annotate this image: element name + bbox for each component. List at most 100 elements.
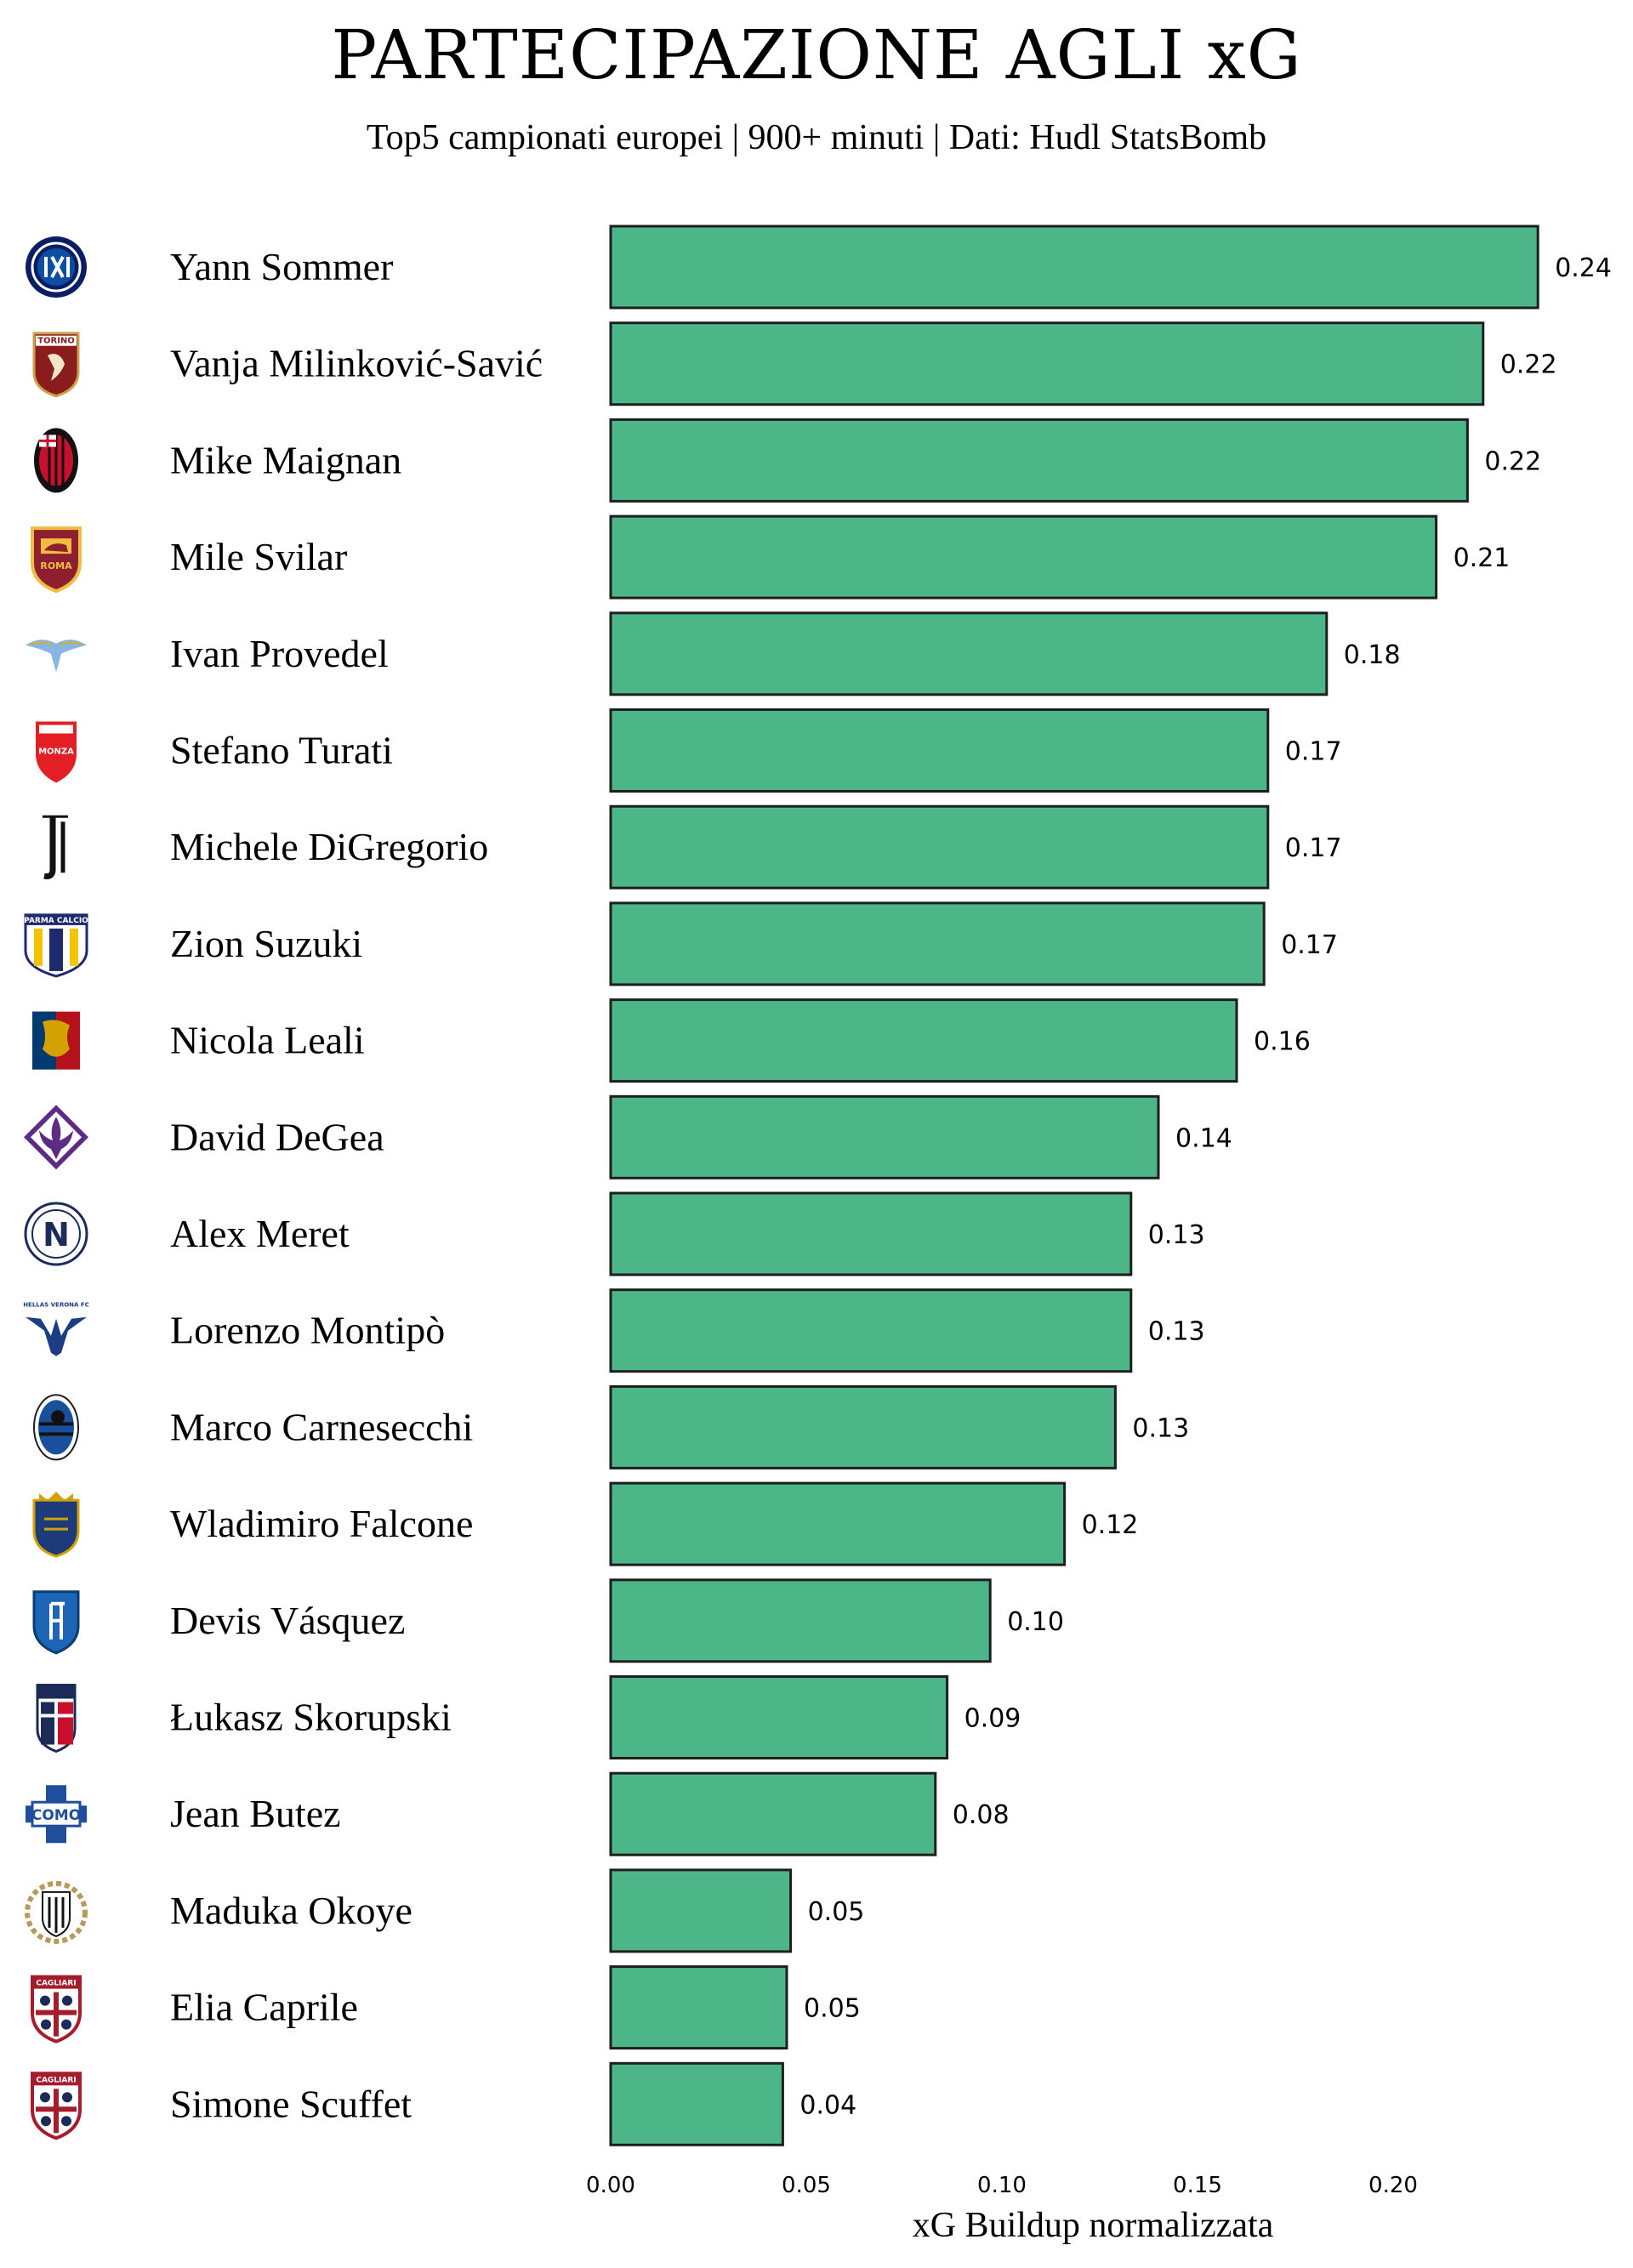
x-tick-label: 0.05 [782,2173,831,2198]
bar-row: 0.22 Vanja Milinković-Savić [170,321,1557,406]
x-axis-label: xG Buildup normalizzata [913,2206,1274,2245]
parma-crest-icon: PARMA CALCIO [24,913,88,978]
inter-crest-icon [26,236,87,298]
udinese-crest-icon [25,1880,88,1944]
player-name: Łukasz Skorupski [170,1696,452,1739]
cagliari-moor-head [61,2019,71,2030]
bologna-crest-icon [36,1684,77,1754]
bar-value-label: 0.04 [799,2090,856,2120]
monza-crest-icon: MONZA [36,721,77,783]
lecce-crest-icon [32,1492,80,1558]
bar-row: 0.22 Mike Maignan [170,418,1541,503]
player-name: Simone Scuffet [170,2082,412,2125]
verona-crest-text: HELLAS VERONA FC [23,1302,89,1309]
bar [609,998,1238,1083]
cagliari-moor-head [41,2019,51,2030]
cagliari-crest-text: CAGLIARI [36,2076,76,2084]
bar-row: 0.13 Alex Meret [170,1191,1205,1276]
genoa-crest-icon [32,1011,80,1070]
cagliari-moor-head [61,2116,71,2127]
bar [609,514,1438,600]
bar [609,1481,1067,1566]
player-name: Wladimiro Falcone [170,1502,473,1545]
bar-value-label: 0.12 [1082,1510,1139,1540]
bar [609,1771,937,1856]
player-name: Elia Caprile [170,1986,358,2029]
player-name: Marco Carnesecchi [170,1405,473,1448]
bar-value-label: 0.09 [964,1704,1021,1734]
bar-row: 0.10 Devis Vásquez [170,1578,1064,1663]
player-name: Lorenzo Montipò [170,1309,445,1352]
bar-row: 0.12 Wladimiro Falcone [170,1481,1139,1566]
bar-value-label: 0.13 [1148,1317,1205,1347]
bar-value-label: 0.05 [804,1994,861,2024]
bar-value-label: 0.17 [1281,930,1338,960]
bar-value-label: 0.22 [1484,446,1541,476]
torino-crest-text: TORINO [37,337,75,346]
bar [609,418,1469,503]
bar [609,1191,1133,1276]
player-name: Yann Sommer [170,245,393,288]
player-name: Mile Svilar [170,535,347,578]
player-name: Michele DiGregorio [170,825,488,868]
player-name: Maduka Okoye [170,1889,413,1932]
bar-row: 0.17 Stefano Turati [170,708,1342,793]
atalanta-crest-icon [33,1394,79,1461]
bar-value-label: 0.10 [1007,1607,1064,1637]
napoli-crest-text: N [43,1216,70,1253]
bar [609,225,1539,310]
bar [609,804,1270,890]
bar [609,708,1270,793]
bar-row: 0.17 Michele DiGregorio [170,804,1342,890]
torino-crest-icon: TORINO [32,332,80,398]
bar-row: 0.05 Maduka Okoye [170,1868,864,1953]
chart-title: PARTECIPAZIONE AGLI xG [331,15,1301,94]
bar [609,1288,1133,1373]
verona-crest-icon: HELLAS VERONA FC [23,1302,89,1356]
bar-row: 0.05 Elia Caprile [170,1965,861,2050]
bar [609,1868,793,1953]
x-tick-label: 0.20 [1368,2173,1418,2198]
bar-row: 0.09 Łukasz Skorupski [170,1675,1021,1759]
player-name: Stefano Turati [170,729,393,772]
milan-crest-icon [34,428,78,493]
empoli-crest-icon [32,1590,80,1655]
bar [609,321,1485,406]
lazio-crest-icon [26,639,87,673]
bar [609,611,1329,696]
napoli-crest-icon: N [24,1202,88,1266]
bar-value-label: 0.13 [1148,1220,1205,1250]
cagliari-moor-head [41,2116,51,2127]
bar [609,1094,1160,1179]
x-tick-label: 0.10 [977,2173,1027,2198]
player-name: Ivan Provedel [170,632,389,675]
bar [609,1675,949,1759]
cagliari-moor-head [62,2092,72,2103]
x-axis: 0.00 0.05 0.10 0.15 0.20 [586,2173,1418,2198]
bar [609,1965,788,2050]
x-tick-label: 0.00 [586,2173,635,2198]
bar-row: 0.16 Nicola Leali [170,998,1311,1083]
player-name: David DeGea [170,1115,384,1158]
player-name: Jean Butez [170,1792,341,1835]
bar-value-label: 0.16 [1254,1027,1311,1057]
bar-value-label: 0.14 [1175,1123,1232,1153]
bar-value-label: 0.08 [953,1800,1010,1830]
cagliari-moor-head [62,1995,72,2006]
player-name: Zion Suzuki [170,922,362,965]
bar-row: 0.08 Jean Butez [170,1771,1010,1856]
bar-value-label: 0.17 [1285,833,1342,863]
bar [609,2061,784,2146]
bar-row: 0.04 Simone Scuffet [170,2061,856,2146]
player-name: Mike Maignan [170,438,401,481]
bar [609,901,1266,986]
player-name: Alex Meret [170,1212,350,1255]
monza-crest-text: MONZA [38,747,74,757]
bar [609,1578,992,1663]
cagliari-moor-head [40,1995,50,2006]
bar-value-label: 0.18 [1344,640,1401,670]
roma-crest-text: ROMA [40,560,72,571]
roma-crest-icon: ROMA [31,526,82,594]
bar-row: 0.13 Marco Carnesecchi [170,1384,1189,1469]
